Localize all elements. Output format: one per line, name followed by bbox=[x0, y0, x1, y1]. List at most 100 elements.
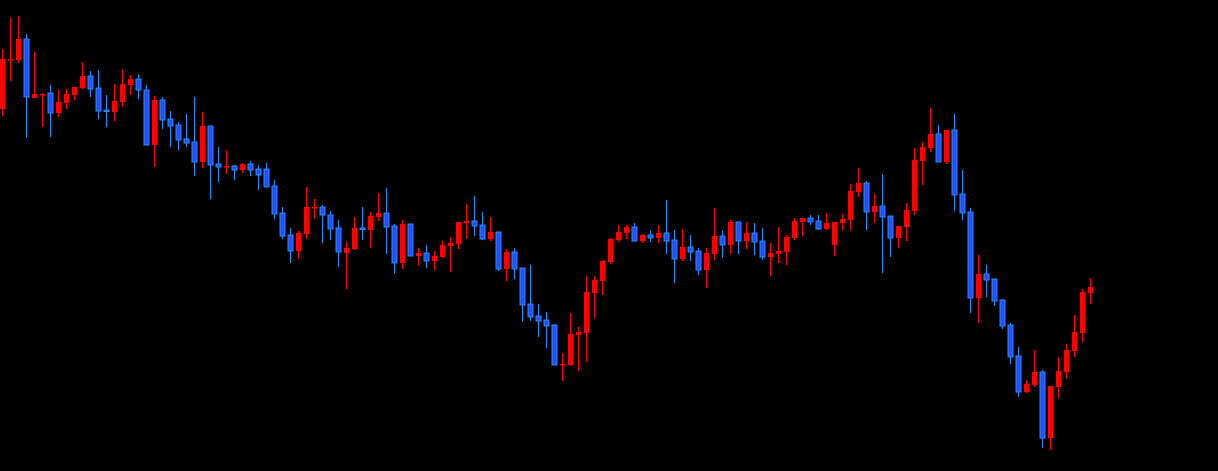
candle-bullish bbox=[920, 142, 925, 185]
candle-body bbox=[807, 217, 814, 223]
candle-bearish bbox=[167, 111, 174, 147]
candle-bearish bbox=[967, 208, 974, 313]
candle-body bbox=[1080, 292, 1085, 333]
candle-bearish bbox=[543, 312, 550, 348]
candle-body bbox=[240, 164, 245, 170]
candle-bullish bbox=[712, 208, 717, 260]
candle-body bbox=[207, 125, 214, 166]
candle-body bbox=[319, 206, 326, 216]
candle-body bbox=[535, 315, 542, 322]
candle-bullish bbox=[32, 52, 37, 98]
candle-bearish bbox=[159, 97, 166, 129]
candle-bullish bbox=[856, 168, 861, 197]
candle-bullish bbox=[928, 108, 933, 152]
candle-bearish bbox=[719, 230, 726, 258]
candle-bearish bbox=[319, 205, 326, 243]
candle-body bbox=[0, 59, 5, 109]
candle-body bbox=[159, 99, 166, 121]
candle-bearish bbox=[23, 34, 30, 138]
candle-body bbox=[527, 303, 534, 318]
candle-body bbox=[352, 228, 357, 249]
candle-body bbox=[872, 206, 877, 212]
candle-body bbox=[183, 138, 190, 144]
candle-bullish bbox=[152, 96, 157, 167]
candle-bearish bbox=[135, 74, 142, 99]
candle-body bbox=[448, 243, 453, 246]
candle-body bbox=[967, 211, 974, 299]
candle-bearish bbox=[751, 223, 758, 255]
candle-bullish bbox=[80, 62, 85, 89]
candle-bullish bbox=[576, 327, 581, 371]
candle-bullish bbox=[776, 227, 781, 263]
candle-bullish bbox=[0, 49, 5, 116]
candle-bullish bbox=[792, 218, 797, 240]
candle-bullish bbox=[640, 234, 645, 243]
candle-body bbox=[751, 232, 758, 243]
candle-body bbox=[543, 319, 550, 327]
candle-bullish bbox=[120, 69, 125, 107]
candle-bearish bbox=[183, 114, 190, 147]
candle-bullish bbox=[744, 222, 749, 249]
candle-body bbox=[200, 126, 205, 162]
candle-bearish bbox=[759, 228, 766, 260]
candle-bullish bbox=[344, 242, 349, 289]
candle-bullish bbox=[16, 16, 21, 63]
candle-body bbox=[671, 239, 678, 260]
candle-bearish bbox=[231, 165, 238, 180]
candle-bearish bbox=[863, 181, 870, 230]
candle-body bbox=[935, 133, 942, 163]
candle-bullish bbox=[1056, 357, 1061, 398]
candle-body bbox=[840, 219, 845, 223]
candle-body bbox=[359, 227, 366, 230]
candle-bearish bbox=[951, 114, 958, 211]
candle-body bbox=[991, 278, 998, 302]
candle-bullish bbox=[840, 214, 845, 230]
candle-body bbox=[912, 160, 917, 211]
candle-body bbox=[695, 250, 702, 271]
candle-bearish bbox=[391, 224, 398, 274]
candle-bullish bbox=[72, 87, 77, 100]
candle-body bbox=[904, 210, 909, 227]
candle-bearish bbox=[511, 248, 518, 279]
candle-body bbox=[800, 218, 805, 222]
candle-bearish bbox=[87, 71, 94, 97]
candle-body bbox=[624, 227, 629, 233]
candle-bearish bbox=[383, 188, 390, 254]
candle-bullish bbox=[616, 225, 621, 242]
candle-bearish bbox=[1039, 370, 1046, 448]
candle-bearish bbox=[983, 265, 990, 297]
candle-body bbox=[95, 87, 102, 112]
candle-body bbox=[464, 221, 469, 223]
candle-body bbox=[479, 224, 486, 240]
candle-body bbox=[344, 248, 349, 253]
candle-body bbox=[64, 94, 69, 103]
candle-body bbox=[175, 124, 182, 141]
candle-body bbox=[488, 232, 493, 239]
candle-body bbox=[824, 223, 829, 229]
candle-bullish bbox=[872, 194, 877, 223]
candle-body bbox=[680, 247, 685, 259]
candle-bearish bbox=[519, 267, 526, 322]
candle-body bbox=[279, 212, 286, 237]
candle-body bbox=[896, 226, 901, 238]
candle-body bbox=[1056, 371, 1061, 387]
candle-body bbox=[656, 233, 661, 238]
candle-bearish bbox=[999, 299, 1006, 329]
candle-body bbox=[56, 102, 61, 113]
candle-body bbox=[928, 134, 933, 148]
candle-bearish bbox=[407, 223, 414, 257]
candle-body bbox=[848, 191, 853, 220]
candle-body bbox=[792, 221, 797, 238]
candle-body bbox=[768, 253, 773, 257]
candle-bullish bbox=[784, 235, 789, 265]
candle-bullish bbox=[1080, 289, 1085, 342]
candle-bullish bbox=[1064, 344, 1069, 379]
candle-bullish bbox=[600, 260, 605, 295]
candle-bearish bbox=[207, 125, 214, 199]
candle-bearish bbox=[191, 97, 198, 176]
candle-bullish bbox=[1088, 278, 1093, 304]
candle-bearish bbox=[47, 85, 54, 137]
candle-bearish bbox=[663, 200, 670, 254]
candle-bearish bbox=[551, 324, 558, 366]
